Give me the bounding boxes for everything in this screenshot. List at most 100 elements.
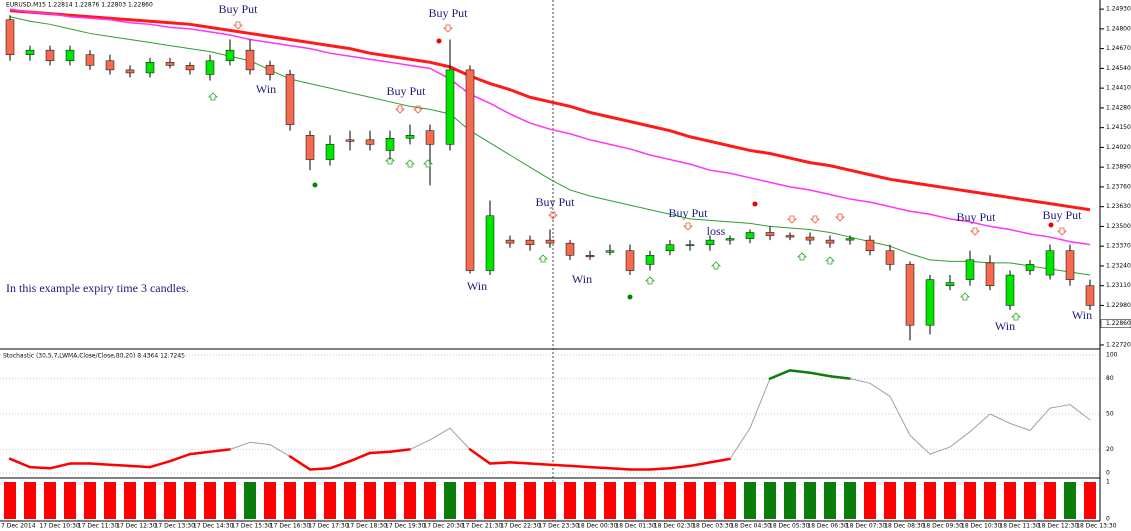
annotation: loss xyxy=(707,224,726,238)
x-tick-label: 18 Dec 03:30 xyxy=(692,523,733,530)
trend-bar xyxy=(444,482,456,519)
y-tick-label: 1.22720 xyxy=(1106,341,1131,348)
trend-bar xyxy=(624,482,636,519)
trend-bar xyxy=(604,482,616,519)
candle-body xyxy=(865,239,875,251)
candle-body xyxy=(85,54,95,66)
annotation: Win xyxy=(467,279,487,293)
y-tick-label: 1.23110 xyxy=(1106,282,1131,289)
trend-bar xyxy=(1084,482,1096,519)
trend-bar xyxy=(84,482,96,519)
candle-body xyxy=(545,239,555,244)
x-tick-label: 18 Dec 11:30 xyxy=(999,523,1040,530)
stochastic-segment xyxy=(909,434,931,455)
candle-body xyxy=(985,262,995,286)
stochastic-segment xyxy=(8,457,32,469)
buy-arrow xyxy=(960,292,970,301)
trend-bar xyxy=(884,482,896,519)
trend-bar xyxy=(224,482,236,519)
buy-arrow xyxy=(405,159,415,168)
stochastic-segment xyxy=(508,461,532,465)
sell-arrow xyxy=(1057,227,1067,236)
trend-bar xyxy=(324,482,336,519)
trend-bar xyxy=(904,482,916,519)
buy-arrow xyxy=(825,256,835,265)
trend-bar xyxy=(804,482,816,519)
trend-bar xyxy=(144,482,156,519)
x-tick-label: 17 Dec 17:30 xyxy=(308,523,349,530)
stochastic-segment xyxy=(528,462,552,466)
candle-body xyxy=(625,250,635,271)
note: In this example expiry time 3 candles. xyxy=(6,281,189,295)
stochastic-segment xyxy=(828,374,852,380)
candle-body xyxy=(505,239,515,244)
candle-body xyxy=(725,238,735,241)
y-tick-label: 20 xyxy=(1106,446,1114,453)
trend-bar xyxy=(824,482,836,519)
candle-body xyxy=(885,250,895,265)
stochastic-segment xyxy=(308,467,332,471)
x-tick-label: 17 Dec 23:30 xyxy=(539,523,580,530)
trend-bar xyxy=(424,482,436,519)
trend-bar xyxy=(644,482,656,519)
trend-bar xyxy=(844,482,856,519)
x-tick-label: 7 Dec 2014 xyxy=(1,523,36,530)
stochastic-segment xyxy=(288,455,312,471)
moving-average xyxy=(9,16,1091,276)
trend-bar xyxy=(44,482,56,519)
candle-body xyxy=(285,74,295,125)
candle-body xyxy=(365,139,375,145)
stochastic-segment xyxy=(949,431,971,448)
candle-body xyxy=(765,232,775,236)
y-tick-label: 1.24150 xyxy=(1106,124,1131,131)
buy-arrow xyxy=(711,261,721,270)
sell-arrow xyxy=(548,211,558,220)
x-tick-label: 17 Dec 12:30 xyxy=(116,523,157,530)
candle-body xyxy=(785,235,795,238)
trend-bar xyxy=(204,482,216,519)
trend-bar xyxy=(124,482,136,519)
trend-bar xyxy=(864,482,876,519)
trend-bar xyxy=(384,482,396,519)
stochastic-segment xyxy=(768,369,792,380)
trend-bar xyxy=(484,482,496,519)
buy-arrow xyxy=(538,254,548,263)
annotation: Win xyxy=(995,319,1015,333)
stochastic-segment xyxy=(468,448,492,465)
stochastic-segment xyxy=(488,461,512,465)
candle-body xyxy=(905,264,915,326)
candle-body xyxy=(825,239,835,244)
y-tick-label: 1 xyxy=(1106,479,1110,486)
candle-body xyxy=(945,282,955,286)
trend-bar xyxy=(264,482,276,519)
trend-bar xyxy=(284,482,296,519)
y-tick-label: 50 xyxy=(1106,411,1114,418)
signal-dot xyxy=(752,201,758,207)
annotation: Buy Put xyxy=(428,6,468,20)
candle-body xyxy=(565,242,575,256)
y-tick-label: 80 xyxy=(1106,375,1114,382)
trend-bar xyxy=(464,482,476,519)
trend-bar xyxy=(944,482,956,519)
trend-bar xyxy=(724,482,736,519)
sell-arrow xyxy=(787,215,797,224)
y-tick-label: 100 xyxy=(1106,352,1118,359)
sell-arrow xyxy=(443,24,453,33)
x-tick-label: 17 Dec 13:30 xyxy=(155,523,196,530)
stochastic-segment xyxy=(568,464,592,469)
candle-body xyxy=(125,69,135,74)
candle-body xyxy=(305,134,315,160)
annotation: Buy Put xyxy=(386,84,426,98)
y-tick-label: 1.23630 xyxy=(1106,203,1131,210)
trend-bar xyxy=(404,482,416,519)
x-tick-label: 18 Dec 02:30 xyxy=(654,523,695,530)
sell-arrow xyxy=(835,213,845,222)
candle-body xyxy=(605,250,615,253)
trend-bar xyxy=(1004,482,1016,519)
candle-body xyxy=(525,239,535,245)
x-tick-label: 18 Dec 05:30 xyxy=(769,523,810,530)
trend-bar xyxy=(1064,482,1076,519)
stochastic-segment xyxy=(429,427,451,441)
